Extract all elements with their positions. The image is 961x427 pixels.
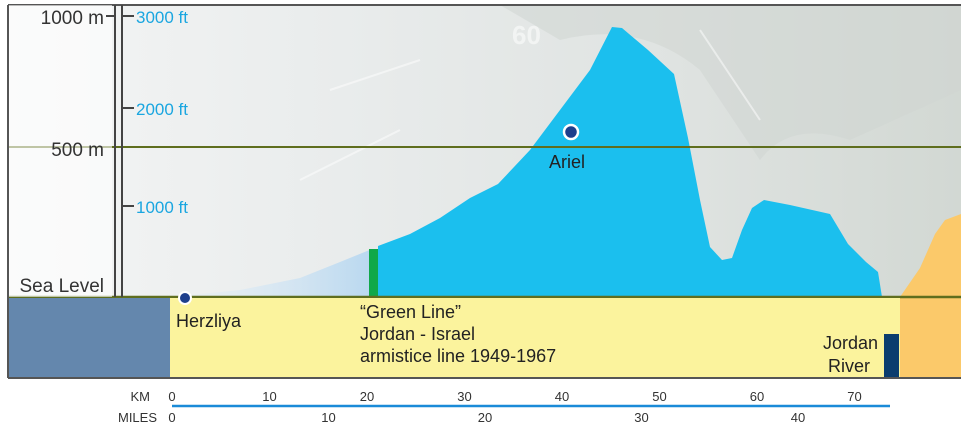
label-green-line-dates: armistice line 1949-1967	[360, 346, 556, 366]
km-tick-30: 30	[457, 389, 471, 404]
miles-tick-0: 0	[168, 410, 175, 425]
label-ariel: Ariel	[549, 152, 585, 172]
label-jordan-river-1: Jordan	[823, 333, 878, 353]
israel-coastal-terrain	[170, 249, 372, 297]
herzliya-marker-icon	[178, 291, 192, 305]
west-bank-terrain	[378, 27, 882, 297]
km-tick-labels: 0 10 20 30 40 50 60 70	[168, 389, 861, 404]
km-tick-70: 70	[847, 389, 861, 404]
mediterranean-sea	[8, 298, 170, 378]
axis-label-2000ft: 2000 ft	[136, 100, 188, 119]
axis-label-sea-level: Sea Level	[19, 276, 104, 297]
label-green-line-subtitle: Jordan - Israel	[360, 324, 475, 344]
km-tick-0: 0	[168, 389, 175, 404]
km-tick-10: 10	[262, 389, 276, 404]
axis-label-500m: 500 m	[51, 140, 104, 161]
miles-tick-40: 40	[791, 410, 805, 425]
ariel-marker-icon	[562, 123, 580, 141]
axis-label-3000ft: 3000 ft	[136, 8, 188, 27]
miles-tick-20: 20	[478, 410, 492, 425]
jordan-river-marker	[884, 334, 899, 378]
background-map-text: 60	[512, 20, 541, 50]
km-tick-50: 50	[652, 389, 666, 404]
miles-tick-30: 30	[634, 410, 648, 425]
miles-tick-labels: 0 10 20 30 40	[168, 410, 805, 425]
meter-axis-panel	[8, 5, 112, 297]
axis-label-1000ft: 1000 ft	[136, 198, 188, 217]
background-grid-lines	[299, 29, 761, 181]
km-tick-40: 40	[555, 389, 569, 404]
km-axis-label: KM	[131, 389, 151, 404]
miles-axis-label: MILES	[118, 410, 157, 425]
miles-tick-10: 10	[321, 410, 335, 425]
lowland-band	[170, 298, 900, 378]
label-herzliya: Herzliya	[176, 311, 242, 331]
axis-label-1000m: 1000 m	[41, 8, 104, 29]
background-terrain-shade	[500, 5, 961, 160]
km-tick-60: 60	[750, 389, 764, 404]
label-green-line-title: “Green Line”	[360, 302, 461, 322]
km-tick-20: 20	[360, 389, 374, 404]
label-jordan-river-2: River	[828, 356, 870, 376]
green-line-marker	[369, 249, 378, 297]
